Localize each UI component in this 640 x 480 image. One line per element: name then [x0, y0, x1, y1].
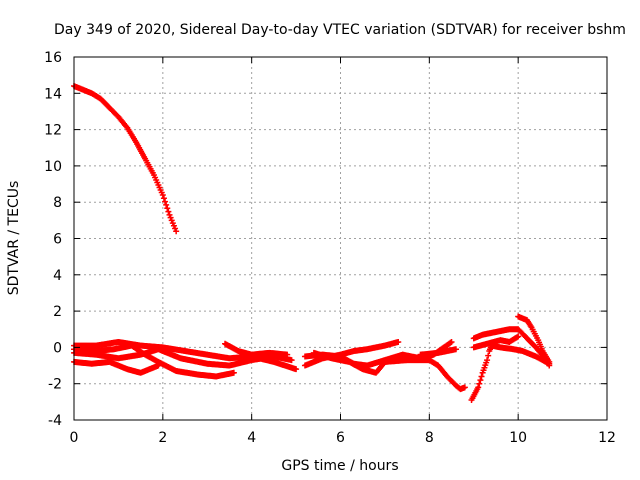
y-axis-label: SDTVAR / TECUs: [6, 181, 22, 296]
data-point: [284, 351, 291, 358]
y-tick-label: 8: [53, 195, 62, 211]
y-tick-label: 10: [44, 159, 62, 175]
data-point: [478, 373, 485, 380]
y-tick-label: -2: [48, 377, 62, 393]
series-s13: [515, 313, 553, 365]
grid: [74, 57, 607, 420]
y-tick-label: 2: [53, 304, 62, 320]
data-point: [162, 198, 169, 205]
data-point: [476, 380, 483, 387]
data-point: [461, 384, 468, 391]
data-point: [477, 377, 484, 384]
series-s5: [71, 342, 237, 380]
x-tick-label: 6: [336, 430, 345, 446]
x-tick-label: 0: [70, 430, 79, 446]
data-point: [452, 346, 459, 353]
y-tick-label: 0: [53, 340, 62, 356]
series-s10: [417, 346, 459, 358]
axis-ticks: [73, 56, 608, 421]
x-axis-label: GPS time / hours: [281, 458, 398, 474]
data-point: [164, 205, 171, 212]
series-s4: [71, 358, 162, 376]
data-point: [230, 369, 237, 376]
data-point: [475, 384, 482, 391]
y-tick-label: 16: [44, 50, 62, 66]
x-tick-label: 2: [158, 430, 167, 446]
data-point: [485, 352, 492, 359]
data-point: [484, 357, 491, 364]
series-s14: [470, 333, 522, 351]
x-tick-label: 8: [425, 430, 434, 446]
data-point: [293, 366, 300, 373]
y-tick-label: 4: [53, 268, 62, 284]
data-point: [173, 228, 180, 235]
series-s12: [468, 342, 553, 404]
y-tick-label: 12: [44, 123, 62, 139]
data-point: [546, 358, 553, 365]
series-s9: [310, 349, 468, 393]
data-point: [163, 201, 170, 208]
y-tick-label: 6: [53, 232, 62, 248]
data-point: [395, 338, 402, 345]
data-point: [165, 208, 172, 215]
y-tick-label: -4: [48, 413, 62, 429]
x-tick-label: 10: [509, 430, 527, 446]
data-point: [160, 195, 167, 202]
data-series: [71, 83, 553, 404]
x-tick-label: 12: [598, 430, 616, 446]
y-tick-label: 14: [44, 86, 62, 102]
series-s1: [71, 83, 180, 235]
chart-title: Day 349 of 2020, Sidereal Day-to-day VTE…: [54, 22, 626, 38]
data-point: [159, 191, 166, 198]
data-point: [448, 338, 455, 345]
series-s6: [222, 340, 291, 358]
data-point: [288, 357, 295, 364]
x-tick-label: 4: [247, 430, 256, 446]
data-point: [515, 333, 522, 340]
tick-labels: 0 2 4 6 8 10 12 -4 -2 0 2 4 6 8 10 12 14 16: [44, 50, 616, 446]
